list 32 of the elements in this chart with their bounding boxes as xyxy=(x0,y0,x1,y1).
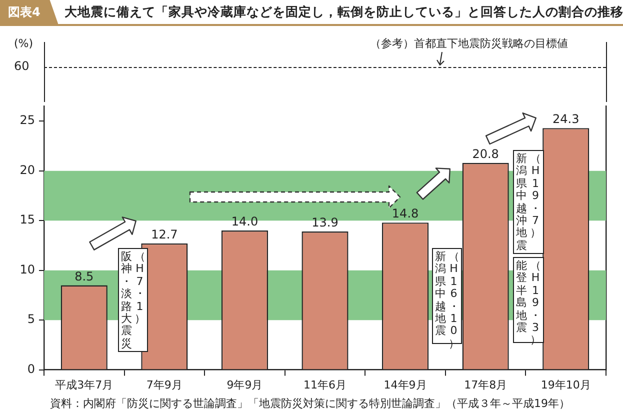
x-tick-label: 平成3年7月 xyxy=(55,378,114,392)
data-label: 13.9 xyxy=(312,216,338,230)
text: （参考）首都直下地震防災戦略の目標値 xyxy=(370,36,568,51)
annotation: 新潟県中越沖地震 xyxy=(515,152,528,252)
text: 図表4 xyxy=(0,0,58,24)
data-label: 14.8 xyxy=(392,206,419,221)
annotation: 能登半島地震 xyxy=(515,259,528,336)
x-tick-label: 9年9月 xyxy=(226,378,263,392)
y-tick-label: 15 xyxy=(20,212,35,227)
annotation: （H19・7） xyxy=(529,152,542,242)
data-label: 12.7 xyxy=(151,228,178,242)
data-label: 20.8 xyxy=(472,147,499,162)
x-tick-label: 19年10月 xyxy=(540,378,591,392)
annotation: 新潟県中越地震 xyxy=(434,250,446,340)
annotation: 阪神・淡路大震災 xyxy=(120,250,132,350)
data-label: 14.0 xyxy=(231,214,258,229)
x-tick-label: 11年6月 xyxy=(304,378,346,392)
text: 資料：内閣府「防災に関する世論調査」「地震防災対策に関する特別世論調査」（平成３年～平成19年） xyxy=(50,396,570,411)
y-tick-label: 5 xyxy=(27,312,35,326)
text: 大地震に備えて「家具や冷蔵庫などを固定し，転倒を防止している」と回答した人の割合の推移 xyxy=(64,4,623,20)
x-tick-label: 7年9月 xyxy=(146,378,182,392)
y-axis-title: (%) xyxy=(14,37,34,50)
data-label: 24.3 xyxy=(552,112,580,126)
text: 60 xyxy=(14,59,30,73)
y-tick-label: 0 xyxy=(27,362,35,376)
data-label: 8.5 xyxy=(74,269,94,284)
y-tick-label: 25 xyxy=(20,113,35,128)
x-tick-label: 17年8月 xyxy=(464,378,508,392)
annotation: （H7・1） xyxy=(134,250,146,328)
x-tick-label: 14年9月 xyxy=(384,378,427,392)
y-tick-label: 10 xyxy=(20,262,35,276)
y-tick-label: 20 xyxy=(20,162,35,177)
